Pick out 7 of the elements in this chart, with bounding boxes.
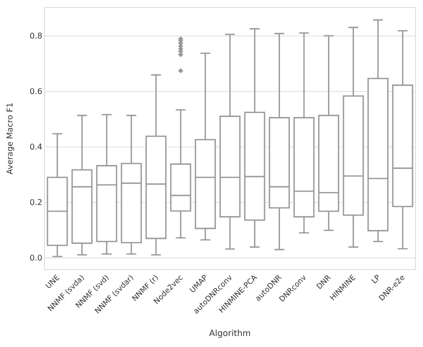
y-tick-label: 0.0 bbox=[30, 254, 42, 263]
y-tick-label: 0.4 bbox=[30, 142, 42, 152]
y-axis-title: Average Macro F1 bbox=[5, 102, 14, 174]
x-axis-title: Algorithm bbox=[209, 329, 251, 340]
y-tick-label: 0.8 bbox=[30, 32, 42, 41]
y-tick-label: 0.2 bbox=[30, 198, 42, 208]
y-tick-label: 0.6 bbox=[30, 87, 42, 96]
